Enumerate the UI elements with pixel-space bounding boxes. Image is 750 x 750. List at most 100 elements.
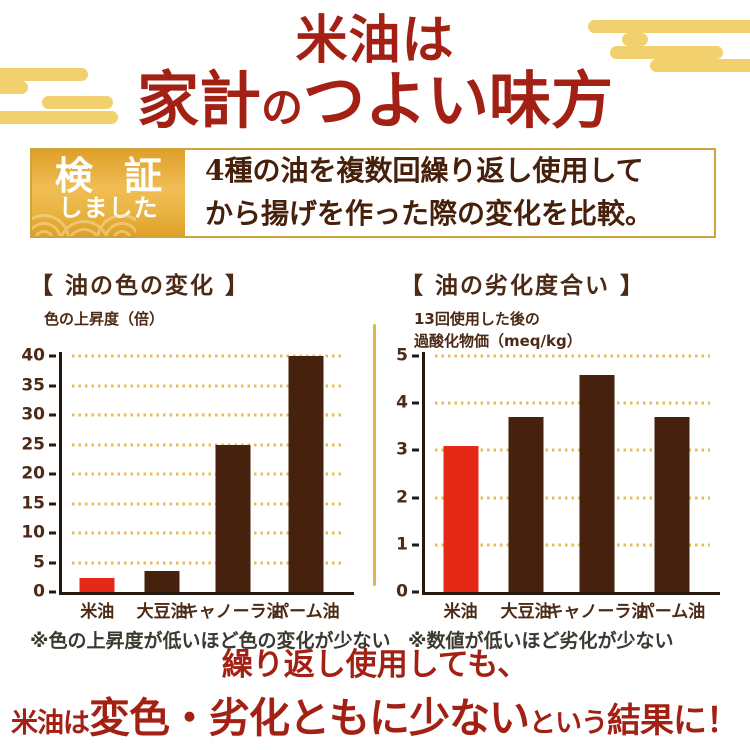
axis-tick (412, 354, 419, 358)
y-tick-label: 4 (396, 392, 408, 413)
x-category-label: パーム油 (637, 602, 706, 622)
bar-大豆油 (144, 571, 180, 592)
verified-badge: 検 証 しました (32, 150, 185, 236)
x-category-label: 大豆油 (500, 602, 552, 622)
axis-tick (49, 472, 56, 476)
verification-banner: 検 証 しました 4種の油を複数回繰り返し使用して から揚げを作った際の変化を比… (30, 148, 716, 238)
gridline (72, 561, 344, 564)
cloud-bar (650, 59, 750, 72)
y-axis-label-line: 過酸化物価（meq/kg） (414, 332, 582, 350)
bar-キャノーラ油 (579, 374, 615, 592)
chart-oil-deterioration: 【 油の劣化度合い 】 13回使用した後の 過酸化物価（meq/kg） 0 1 2 3… (396, 262, 730, 652)
y-axis-label: 色の上昇度（倍） (44, 308, 164, 330)
axis-tick (49, 384, 56, 387)
plot-area: 0 1 2 3 4 5 米油 大豆油 キャノーラ油 パーム油 (396, 347, 720, 622)
y-tick-label: 10 (21, 522, 45, 543)
y-tick-label: 30 (21, 404, 45, 425)
x-category-label: パーム油 (272, 602, 340, 622)
axis-tick (412, 448, 419, 452)
charts-section: 【 油の色の変化 】 色の上昇度（倍） 0 5 10 15 20 25 30 35 40 米油 大豆… (0, 262, 750, 652)
axis-tick (49, 502, 56, 505)
y-tick-label: 0 (33, 581, 45, 602)
y-tick-label: 5 (33, 552, 45, 572)
y-tick-label: 5 (396, 345, 408, 366)
chart-title: 【 油の劣化度合い 】 (400, 273, 646, 299)
y-axis-label-line: 色の上昇度（倍） (44, 310, 165, 328)
y-tick-label: 20 (21, 463, 45, 484)
bar-パーム油 (654, 417, 690, 592)
gridline (72, 472, 344, 476)
y-tick-label: 35 (21, 375, 45, 395)
y-tick-label: 25 (21, 434, 45, 454)
gridline (72, 531, 344, 535)
chart-title: 【 油の色の変化 】 (30, 273, 251, 299)
conclusion-segment-emphasis: 変色・劣化ともに少ない (89, 693, 530, 742)
y-tick-label: 15 (21, 493, 45, 513)
axis-tick (49, 413, 56, 417)
bar-米油 (79, 577, 115, 592)
x-category-label: キャノーラ油 (546, 602, 649, 622)
bar-キャノーラ油 (215, 444, 251, 592)
gridline (72, 502, 344, 505)
gridline (72, 384, 344, 387)
gridline (72, 413, 344, 417)
gridline (435, 401, 710, 405)
cloud-bar (0, 81, 28, 94)
x-category-label: 米油 (80, 602, 115, 622)
y-axis-label: 13回使用した後の 過酸化物価（meq/kg） (414, 308, 582, 352)
x-category-label: 米油 (443, 602, 478, 622)
axis-tick (49, 561, 56, 564)
conclusion-segment: 結果に！ (607, 700, 740, 741)
axis-tick (412, 590, 419, 594)
gridline (435, 543, 710, 547)
x-category-label: 大豆油 (136, 602, 188, 622)
x-category-label: キャノーラ油 (181, 602, 284, 622)
plot-area: 0 5 10 15 20 25 30 35 40 米油 大豆油 キャノーラ油 パーム油 (21, 347, 354, 622)
page-header: 米油は 家計のつよい味方 (0, 10, 750, 132)
gridline (72, 443, 344, 446)
cloud-bar (0, 111, 118, 124)
conclusion-segment: 米油は (11, 707, 90, 739)
axis-tick (49, 443, 56, 446)
y-axis-line (422, 352, 425, 595)
x-axis-line (422, 592, 720, 595)
conclusion-section: 繰り返し使用しても、 米油は 変色・劣化ともに少ない という 結果に！ (0, 647, 750, 744)
gridline (72, 354, 344, 358)
title-segment: 家計 (136, 63, 261, 137)
conclusion-segment: という (529, 707, 608, 739)
axis-tick (412, 496, 419, 500)
chart-footnote: ※色の上昇度が低いほど色の変化が少ない (30, 630, 391, 652)
y-tick-label: 2 (396, 487, 408, 508)
badge-text-main: 検 証 (54, 153, 172, 198)
badge-text-sub: しました (58, 193, 159, 222)
cloud-bar (42, 96, 113, 109)
y-tick-label: 3 (396, 439, 408, 460)
bar-パーム油 (288, 356, 324, 592)
bar-米油 (443, 445, 479, 592)
conclusion-line2: 米油は 変色・劣化ともに少ない という 結果に！ (0, 684, 750, 744)
vertical-divider (373, 324, 376, 586)
lead-line2: から揚げを作った際の変化を比較。 (205, 197, 654, 230)
title-segment: つよい味方 (303, 63, 614, 137)
lead-line1: 4種の油を複数回繰り返し使用して (205, 154, 644, 188)
lead-copy: 4種の油を複数回繰り返し使用して から揚げを作った際の変化を比較。 (185, 150, 714, 236)
chart-footnote: ※数値が低いほど劣化が少ない (408, 630, 674, 652)
axis-tick (49, 354, 56, 358)
gridline (435, 448, 710, 452)
axis-tick (412, 543, 419, 547)
y-tick-label: 40 (21, 345, 45, 366)
axis-tick (49, 531, 56, 535)
y-axis-line (59, 352, 62, 595)
y-tick-label: 0 (396, 581, 408, 602)
title-particle: の (260, 82, 303, 132)
gridline (435, 354, 710, 358)
cloud-bar (588, 20, 750, 33)
y-tick-label: 1 (396, 534, 408, 555)
page-title-line1: 米油は (295, 10, 455, 71)
cloud-bar (610, 46, 723, 59)
gridline (435, 496, 710, 500)
axis-tick (49, 590, 56, 594)
y-axis-label-line: 13回使用した後の (414, 310, 540, 328)
conclusion-line1: 繰り返し使用しても、 (221, 647, 529, 683)
